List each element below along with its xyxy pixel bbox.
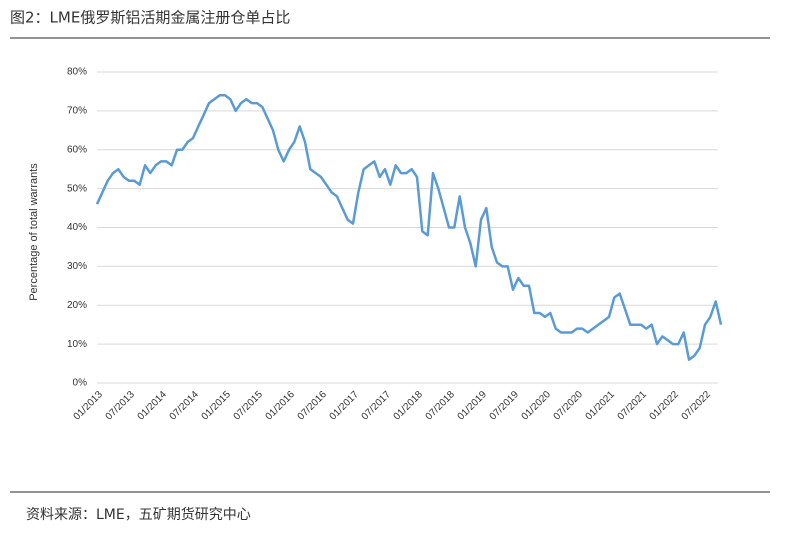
y-tick-label: 40%	[67, 222, 87, 233]
x-tick-label: 01/2020	[520, 389, 554, 423]
source: 资料来源：LME，五矿期货研究中心	[26, 506, 251, 523]
x-tick-label: 07/2021	[616, 389, 650, 423]
y-tick-label: 80%	[67, 67, 87, 78]
y-tick-label: 60%	[67, 144, 87, 155]
chart-title: 图2：LME俄罗斯铝活期金属注册仓单占比	[10, 9, 290, 27]
x-tick-label: 07/2015	[232, 389, 266, 423]
x-tick-label: 01/2022	[648, 389, 682, 423]
x-tick-label: 01/2019	[456, 389, 490, 423]
x-tick-label: 01/2016	[264, 389, 298, 423]
x-tick-label: 01/2015	[200, 389, 234, 423]
x-tick-label: 07/2020	[552, 389, 586, 423]
x-tick-label: 07/2017	[360, 389, 394, 423]
x-tick-label: 07/2014	[168, 389, 202, 423]
y-tick-label: 30%	[67, 261, 87, 272]
y-tick-label: 0%	[73, 378, 88, 389]
y-tick-label: 50%	[67, 183, 87, 194]
y-tick-label: 70%	[67, 106, 87, 117]
x-tick-label: 01/2017	[328, 389, 362, 423]
x-tick-label: 07/2022	[680, 389, 714, 423]
x-tick-label: 07/2018	[424, 389, 458, 423]
x-tick-label: 07/2019	[488, 389, 522, 423]
data-line	[95, 94, 723, 361]
x-tick-label: 01/2014	[136, 389, 170, 423]
y-axis-label: Percentage of total warrants	[28, 163, 40, 301]
x-tick-label: 01/2021	[584, 389, 618, 423]
x-tick-label: 07/2016	[296, 389, 330, 423]
x-tick-label: 01/2018	[392, 389, 426, 423]
y-tick-label: 10%	[67, 339, 87, 350]
x-tick-label: 07/2013	[104, 389, 138, 423]
y-tick-label: 20%	[67, 300, 87, 311]
x-tick-label: 01/2013	[72, 389, 106, 423]
